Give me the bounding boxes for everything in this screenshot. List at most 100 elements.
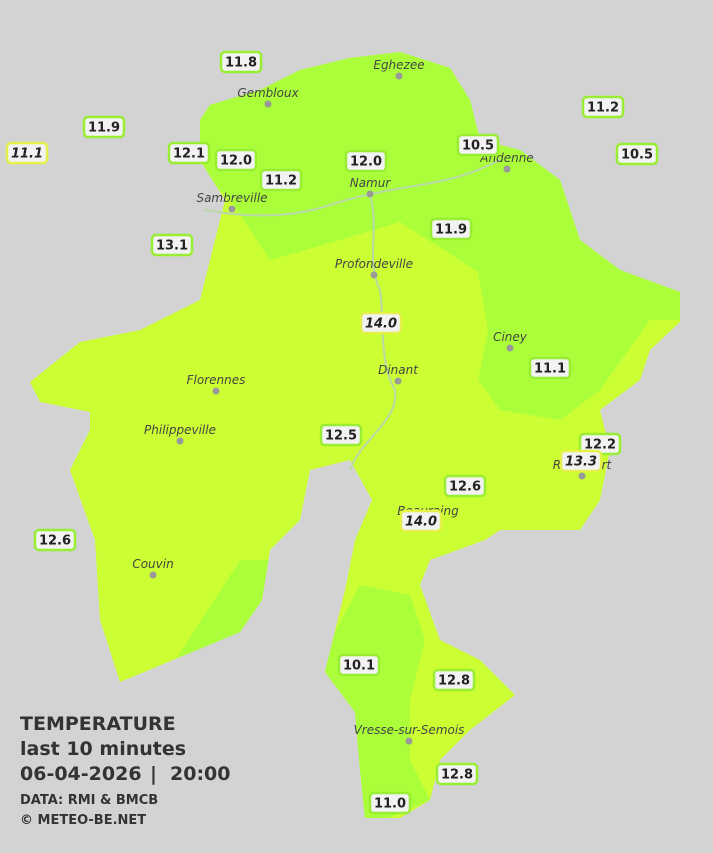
station-box bbox=[344, 149, 388, 173]
station-value: 12.5 bbox=[325, 429, 357, 444]
city-dot bbox=[149, 571, 157, 579]
station-value: 12.1 bbox=[173, 147, 205, 162]
station-box bbox=[219, 50, 263, 74]
legend-title: TEMPERATURE bbox=[20, 713, 176, 735]
city-name: Profondeville bbox=[335, 257, 413, 271]
station-value: 12.8 bbox=[438, 674, 470, 689]
station: 11.2 bbox=[581, 95, 625, 119]
station-box bbox=[33, 528, 77, 552]
city-dot bbox=[405, 737, 413, 745]
station-box bbox=[399, 509, 443, 533]
station-value: 12.8 bbox=[441, 768, 473, 783]
station: 11.9 bbox=[429, 217, 473, 241]
station-box bbox=[359, 311, 403, 335]
station: 12.8 bbox=[435, 762, 479, 786]
station-value: 12.0 bbox=[220, 154, 252, 169]
station-box bbox=[5, 141, 49, 165]
station-box bbox=[581, 95, 625, 119]
station: 11.1 bbox=[5, 141, 49, 165]
station-value: 12.0 bbox=[350, 155, 382, 170]
city-name: Gembloux bbox=[237, 86, 299, 100]
station-value: 11.9 bbox=[435, 223, 467, 238]
station-box bbox=[167, 141, 211, 165]
station: 10.1 bbox=[337, 653, 381, 677]
station-box bbox=[559, 449, 603, 473]
station-box bbox=[435, 762, 479, 786]
station: 10.5 bbox=[456, 133, 500, 157]
station-box bbox=[150, 233, 194, 257]
station-box bbox=[337, 653, 381, 677]
station-value: 11.2 bbox=[265, 174, 297, 189]
city-name: Ciney bbox=[493, 330, 528, 344]
station: 12.1 bbox=[167, 141, 211, 165]
legend-copyright: © METEO-BE.NET bbox=[20, 813, 146, 828]
station-value: 12.6 bbox=[39, 534, 71, 549]
city-name: Florennes bbox=[187, 373, 246, 387]
city-name: Dinant bbox=[378, 363, 419, 377]
city-name: Vresse-sur-Semois bbox=[354, 723, 465, 737]
city-dot bbox=[503, 165, 511, 173]
station-value: 14.0 bbox=[365, 317, 397, 332]
city-dot bbox=[394, 377, 402, 385]
station-value: 14.0 bbox=[405, 515, 437, 530]
station-value: 10.5 bbox=[621, 148, 653, 163]
station-box bbox=[528, 356, 572, 380]
separator: | bbox=[150, 763, 157, 785]
station: 14.0 bbox=[399, 509, 443, 533]
station: 11.8 bbox=[219, 50, 263, 74]
station: 10.5 bbox=[615, 142, 659, 166]
city-dot bbox=[578, 472, 586, 480]
station-box bbox=[432, 668, 476, 692]
station-value: 11.9 bbox=[88, 121, 120, 136]
city-dot bbox=[370, 271, 378, 279]
city-name: Namur bbox=[350, 176, 392, 190]
city-name: Philippeville bbox=[144, 423, 216, 437]
station: 14.0 bbox=[359, 311, 403, 335]
station: 12.6 bbox=[33, 528, 77, 552]
station-box bbox=[214, 148, 258, 172]
station-box bbox=[429, 217, 473, 241]
city-dot bbox=[212, 387, 220, 395]
station-value: 10.1 bbox=[343, 659, 375, 674]
legend-source: DATA: RMI & BMCB bbox=[20, 793, 158, 808]
station-value: 11.1 bbox=[534, 362, 566, 377]
station-box bbox=[615, 142, 659, 166]
city-dot bbox=[176, 437, 184, 445]
station: 11.0 bbox=[368, 791, 412, 815]
station-value: 11.8 bbox=[225, 56, 257, 71]
station: 12.0 bbox=[344, 149, 388, 173]
station: 11.2 bbox=[259, 168, 303, 192]
station-value: 13.3 bbox=[565, 455, 597, 470]
station: 12.6 bbox=[443, 474, 487, 498]
city-dot bbox=[228, 205, 236, 213]
station-value: 10.5 bbox=[462, 139, 494, 154]
station: 12.5 bbox=[319, 423, 363, 447]
city-name: Couvin bbox=[132, 557, 173, 571]
city-name: Eghezee bbox=[373, 58, 424, 72]
stations: 11.8 11.9 11.1 12.1 12.0 11.2 12.0 10.5 11.2 10.5… bbox=[5, 50, 659, 815]
station-value: 12.6 bbox=[449, 480, 481, 495]
station-box bbox=[82, 115, 126, 139]
station-value: 11.2 bbox=[587, 101, 619, 116]
legend: TEMPERATURE last 10 minutes 06-04-2026 |… bbox=[20, 713, 230, 828]
station-value: 11.0 bbox=[374, 797, 406, 812]
station-value: 11.1 bbox=[11, 147, 43, 162]
station-value: 12.2 bbox=[584, 438, 616, 453]
city-name: Sambreville bbox=[196, 191, 267, 205]
station: 13.1 bbox=[150, 233, 194, 257]
station-box bbox=[443, 474, 487, 498]
legend-date: 06-04-2026 bbox=[20, 763, 142, 785]
legend-period: last 10 minutes bbox=[20, 738, 186, 760]
station: 11.9 bbox=[82, 115, 126, 139]
station: 13.3 bbox=[559, 449, 603, 473]
station-box bbox=[319, 423, 363, 447]
station: 12.8 bbox=[432, 668, 476, 692]
station-box bbox=[259, 168, 303, 192]
station: 11.1 bbox=[528, 356, 572, 380]
river bbox=[204, 159, 501, 471]
station-value: 13.1 bbox=[156, 239, 188, 254]
city-dot bbox=[264, 100, 272, 108]
city-dot bbox=[366, 190, 374, 198]
